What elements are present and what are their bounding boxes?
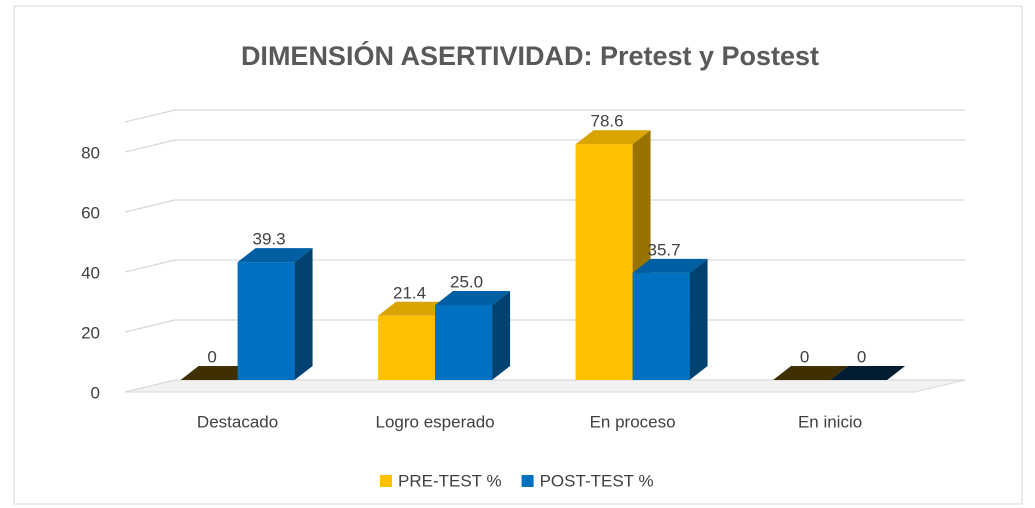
data-label: 0	[800, 347, 809, 366]
grid-line-top	[124, 109, 965, 123]
y-tick-label: 0	[91, 383, 100, 402]
bar	[378, 315, 436, 380]
data-label: 0	[857, 347, 866, 366]
legend-label: POST-TEST %	[540, 471, 654, 490]
x-tick-label: Logro esperado	[376, 412, 495, 431]
bar-top	[773, 366, 849, 380]
data-label: 0	[207, 347, 216, 366]
floor	[124, 379, 966, 393]
bar	[632, 272, 690, 380]
grid-line	[124, 139, 965, 153]
bar-side	[689, 258, 708, 380]
bar-side	[492, 291, 511, 380]
chart-border	[13, 5, 1023, 505]
y-tick-label: 40	[81, 263, 100, 282]
x-tick-label: En inicio	[798, 412, 862, 431]
grid-line	[124, 379, 965, 393]
data-label: 21.4	[393, 283, 426, 302]
bar-top	[632, 258, 708, 273]
bar	[575, 144, 633, 380]
chart-title: DIMENSIÓN ASERTIVIDAD: Pretest y Postest	[241, 40, 819, 71]
legend-swatch	[380, 475, 392, 487]
legend-label: PRE-TEST %	[398, 471, 502, 490]
legend-swatch	[521, 475, 534, 487]
bar-top	[830, 366, 906, 380]
bar-top	[180, 366, 256, 380]
bar-side	[294, 248, 313, 380]
data-label: 35.7	[648, 240, 681, 259]
bar-top	[435, 291, 511, 305]
data-label: 25.0	[450, 272, 483, 291]
bar	[435, 305, 493, 380]
bar-top	[237, 248, 313, 263]
bar-top	[575, 130, 651, 145]
data-label: 78.6	[591, 112, 624, 131]
y-tick-label: 20	[81, 323, 100, 342]
x-tick-label: Destacado	[197, 412, 278, 431]
y-tick-label: 60	[81, 203, 100, 222]
bar	[237, 262, 295, 380]
x-tick-label: En proceso	[590, 412, 676, 431]
y-tick-label: 80	[81, 143, 100, 162]
bar-top	[378, 301, 454, 316]
data-label: 39.3	[253, 230, 286, 249]
grid-line	[124, 199, 965, 213]
